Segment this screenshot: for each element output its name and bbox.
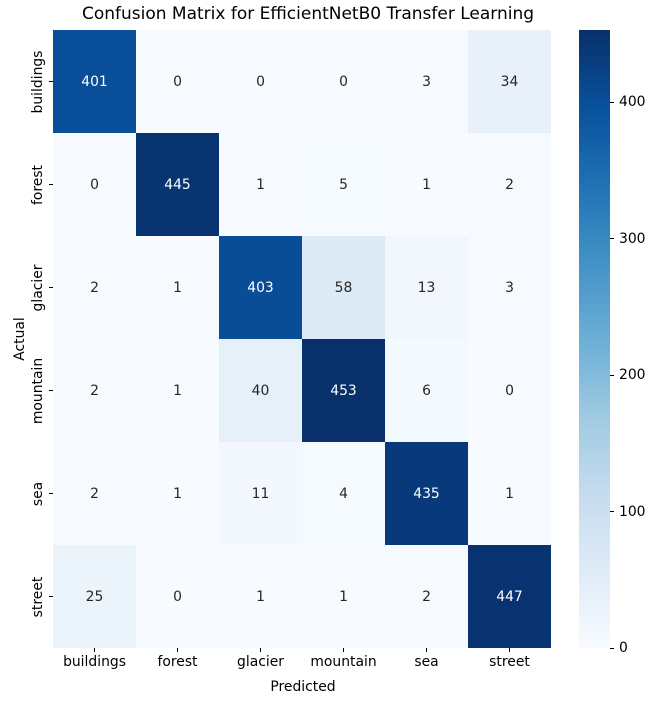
colorbar xyxy=(579,30,610,648)
heatmap-cell: 1 xyxy=(302,545,385,648)
colorbar-tick-label: 300 xyxy=(619,230,646,247)
x-tick-mark xyxy=(426,648,427,652)
heatmap-cell: 3 xyxy=(385,30,468,133)
y-tick-mark xyxy=(49,81,53,82)
colorbar-tick-mark xyxy=(610,374,614,376)
y-tick-mark xyxy=(49,184,53,185)
heatmap-cell: 1 xyxy=(468,442,551,545)
heatmap-cell: 5 xyxy=(302,133,385,236)
heatmap-cell: 1 xyxy=(136,442,219,545)
colorbar-tick-mark xyxy=(610,511,614,513)
y-tick-mark xyxy=(49,596,53,597)
x-tick-mark xyxy=(177,648,178,652)
colorbar-tick-mark xyxy=(610,101,614,103)
x-tick-label: sea xyxy=(414,654,439,670)
heatmap-cell: 0 xyxy=(219,30,302,133)
heatmap-cell: 4 xyxy=(302,442,385,545)
y-tick-label: mountain xyxy=(30,357,46,424)
heatmap-cell: 3 xyxy=(468,236,551,339)
heatmap-cell: 403 xyxy=(219,236,302,339)
x-tick-mark xyxy=(343,648,344,652)
x-tick-label: street xyxy=(489,654,530,670)
heatmap-cell: 58 xyxy=(302,236,385,339)
x-axis-label: Predicted xyxy=(270,679,336,695)
heatmap-cell: 0 xyxy=(302,30,385,133)
heatmap-cell: 11 xyxy=(219,442,302,545)
x-tick-label: forest xyxy=(157,654,198,670)
heatmap-cell: 34 xyxy=(468,30,551,133)
heatmap-cell: 1 xyxy=(136,236,219,339)
heatmap-cell: 447 xyxy=(468,545,551,648)
heatmap-cell: 0 xyxy=(468,339,551,442)
colorbar-tick-label: 400 xyxy=(619,94,646,111)
y-tick-label: glacier xyxy=(30,264,46,311)
heatmap-cell: 0 xyxy=(136,545,219,648)
x-tick-label: mountain xyxy=(310,654,377,670)
heatmap-cell: 1 xyxy=(136,339,219,442)
heatmap-cell: 401 xyxy=(53,30,136,133)
heatmap-cell: 13 xyxy=(385,236,468,339)
heatmap-grid: 401 0 0 0 3 34 0 445 1 5 1 2 2 1 403 58 13 3 2 1 40 453 6 0 2 1 11… xyxy=(53,30,551,648)
colorbar-tick-mark xyxy=(610,647,614,649)
colorbar-tick-label: 200 xyxy=(619,367,646,384)
heatmap-cell: 2 xyxy=(385,545,468,648)
heatmap-cell: 453 xyxy=(302,339,385,442)
y-tick-label: forest xyxy=(30,164,46,205)
x-tick-label: buildings xyxy=(63,654,126,670)
x-tick-mark xyxy=(260,648,261,652)
y-tick-label: buildings xyxy=(30,50,46,113)
heatmap-cell: 2 xyxy=(53,442,136,545)
heatmap-cell: 40 xyxy=(219,339,302,442)
colorbar-tick-mark xyxy=(610,238,614,240)
heatmap-cell: 2 xyxy=(468,133,551,236)
y-axis-label: Actual xyxy=(12,317,28,361)
y-tick-mark xyxy=(49,493,53,494)
heatmap-cell: 1 xyxy=(219,545,302,648)
colorbar-tick-label: 0 xyxy=(619,640,628,656)
y-tick-mark xyxy=(49,390,53,391)
x-tick-mark xyxy=(509,648,510,652)
heatmap-cell: 6 xyxy=(385,339,468,442)
x-tick-label: glacier xyxy=(237,654,284,670)
heatmap-cell: 1 xyxy=(385,133,468,236)
y-tick-label: street xyxy=(30,576,46,617)
heatmap-cell: 0 xyxy=(53,133,136,236)
heatmap-cell: 1 xyxy=(219,133,302,236)
y-tick-label: sea xyxy=(30,481,46,506)
x-tick-mark xyxy=(94,648,95,652)
heatmap-cell: 0 xyxy=(136,30,219,133)
heatmap-cell: 435 xyxy=(385,442,468,545)
y-tick-mark xyxy=(49,287,53,288)
heatmap-cell: 2 xyxy=(53,339,136,442)
heatmap-cell: 445 xyxy=(136,133,219,236)
chart-title: Confusion Matrix for EfficientNetB0 Tran… xyxy=(81,4,535,24)
colorbar-tick-label: 100 xyxy=(619,503,646,520)
heatmap-cell: 25 xyxy=(53,545,136,648)
heatmap-cell: 2 xyxy=(53,236,136,339)
